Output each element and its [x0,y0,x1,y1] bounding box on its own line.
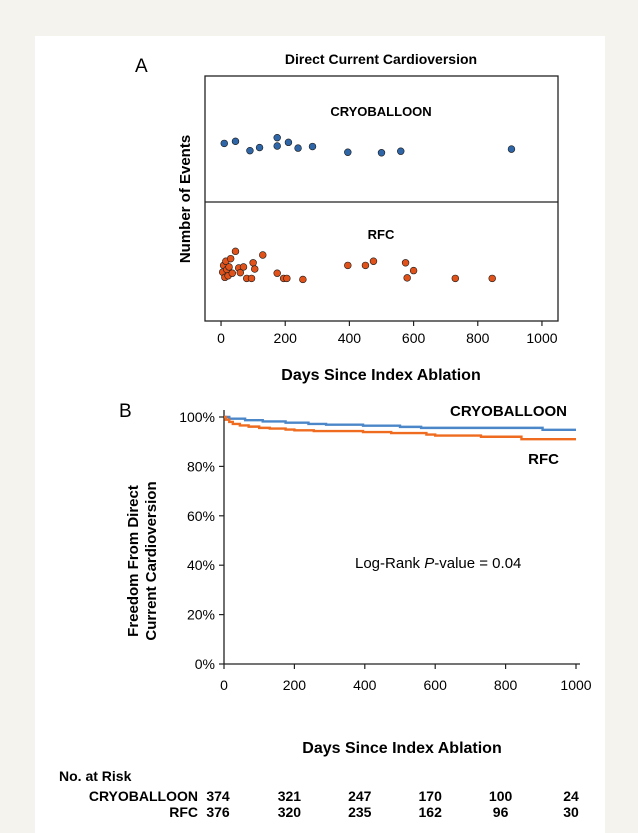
rfc-event-point [231,247,240,256]
rfc-event-point [247,274,256,283]
panel-b-curves [224,415,576,441]
log-rank-prefix: Log-Rank [355,555,424,572]
panel-b-ytick-label: 0% [195,656,215,672]
cryo-event-point [220,139,228,148]
panel-a-xtick-label: 800 [466,330,490,346]
rfc-event-point [451,274,460,283]
risk-rfc-value: 376 [206,804,230,820]
panel-b-ylabel-line2: Current Cardioversion [143,481,160,640]
panel-b-xtick-label: 600 [424,677,448,693]
rfc-event-point [361,261,370,270]
cryo-event-point [255,143,264,152]
rfc-event-point [273,269,281,277]
cryo-event-point [246,146,254,155]
rfc-event-point [344,261,352,270]
rfc-event-point [259,251,267,259]
panel-b-xtick-label: 400 [353,677,377,693]
panel-a-xtick-label: 0 [217,330,225,346]
panel-b-x-ticks: 0 200 400 600 800 1000 [220,664,592,693]
panel-a-ylabel: Number of Events [177,135,194,263]
panel-a-xtick-label: 200 [274,330,298,346]
rfc-event-point [249,259,257,267]
cryo-event-point [397,147,405,155]
panel-a-rfc-label: RFC [368,227,395,242]
panel-b-rfc-label: RFC [528,451,559,468]
panel-b-cryo-label: CRYOBALLOON [450,403,567,420]
figure-panel: A Direct Current Cardioversion CRYOBALLO… [35,36,605,833]
panel-a-xtick-label: 400 [338,330,362,346]
rfc-event-point [369,257,378,265]
log-rank-p: P [424,555,434,572]
risk-cryo-value: 321 [278,788,302,804]
log-rank-annotation: Log-Rank P-value = 0.04 [355,555,521,572]
panel-a-xlabel: Days Since Index Ablation [281,367,480,384]
panel-a-title: Direct Current Cardioversion [285,51,477,67]
risk-rfc-value: 320 [278,804,302,820]
risk-rfc-value: 235 [348,804,372,820]
rfc-event-point [228,269,236,277]
rfc-event-point [251,265,259,273]
panel-b-xtick-label: 1000 [560,677,591,693]
risk-rfc-value: 96 [493,804,509,820]
cryo-event-point [507,145,516,153]
cryo-event-point [294,144,302,152]
log-rank-suffix: -value = 0.04 [434,555,521,572]
risk-rfc-label: RFC [169,804,198,820]
panel-b: B 0% 20% 40% 60% 80% 100% 0 200 400 600 800 1000 F… [119,401,592,757]
panel-b-ytick-label: 20% [187,607,215,623]
rfc-event-point [225,263,233,271]
panel-b-ytick-label: 100% [179,409,215,425]
panel-a-cryo-label: CRYOBALLOON [330,104,431,119]
cryo-event-point [308,142,317,151]
cryo-event-point [344,148,352,156]
panel-a-points [218,133,516,284]
risk-rfc-value: 162 [419,804,443,820]
panel-a-plot-frame [204,75,559,322]
rfc-event-point [283,274,291,283]
panel-b-xtick-label: 0 [220,677,228,693]
rfc-event-point [409,266,418,275]
figure-svg: A Direct Current Cardioversion CRYOBALLO… [59,51,592,820]
panel-b-ytick-label: 80% [187,458,215,474]
rfc-event-point [299,275,307,284]
rfc-event-point [403,274,411,282]
panel-b-ytick-label: 60% [187,508,215,524]
risk-table-title: No. at Risk [59,768,132,784]
panel-b-xtick-label: 200 [283,677,307,693]
panel-a: A Direct Current Cardioversion CRYOBALLO… [135,51,559,384]
cryoballoon-survival-curve [224,415,576,432]
cryo-event-point [273,142,281,150]
rfc-event-point [488,274,496,283]
cryo-event-point [273,133,281,142]
risk-rfc-value: 30 [563,804,579,820]
panel-a-xtick-label: 600 [402,330,426,346]
risk-cryo-value: 374 [206,788,230,804]
risk-cryo-value: 247 [348,788,372,804]
panel-b-xlabel: Days Since Index Ablation [302,740,501,757]
risk-cryo-value: 24 [563,788,579,804]
rfc-event-point [401,259,410,267]
risk-cryo-value: 100 [489,788,513,804]
rfc-event-point [226,254,235,263]
rfc-event-point [236,268,245,277]
panel-a-label: A [135,56,148,77]
rfc-event-point [239,263,248,271]
panel-a-x-ticks: 0 200 400 600 800 1000 [217,321,558,346]
panel-b-ytick-label: 40% [187,557,215,573]
panel-b-xtick-label: 800 [494,677,518,693]
panel-b-ylabel-line1: Freedom From Direct [125,485,142,637]
cryo-event-point [377,149,386,157]
rfc-survival-curve [224,415,576,441]
cryo-event-point [284,138,293,147]
panel-b-y-ticks: 0% 20% 40% 60% 80% 100% [179,409,224,672]
risk-cryo-label: CRYOBALLOON [89,788,198,804]
risk-cryo-value: 170 [419,788,443,804]
panel-b-label: B [119,401,132,422]
panel-a-xtick-label: 1000 [526,330,557,346]
cryo-event-point [231,137,240,146]
